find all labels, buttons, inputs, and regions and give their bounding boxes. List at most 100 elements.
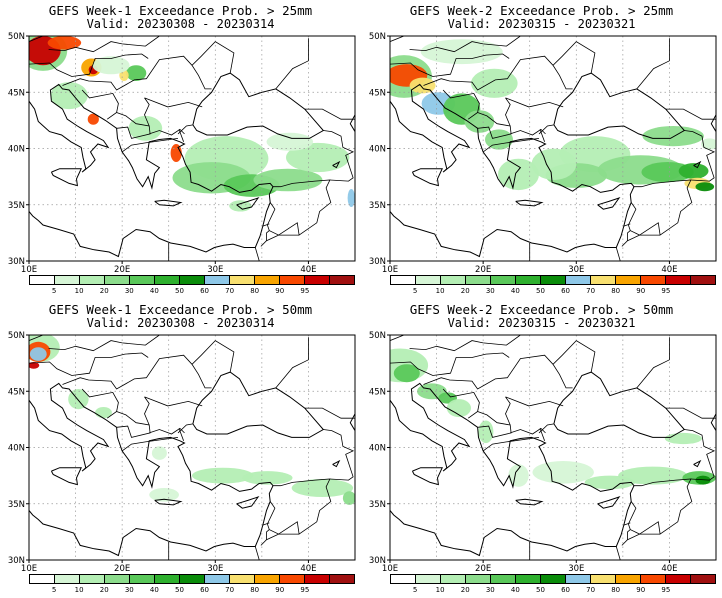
coastline [349, 114, 355, 132]
country-border [615, 247, 621, 261]
probability-area [151, 446, 167, 460]
country-border [442, 388, 480, 419]
country-border [177, 423, 193, 434]
map-panel-1: GEFS Week-1 Exceedance Prob. > 25mm Vali… [0, 0, 361, 299]
country-border [636, 337, 670, 389]
country-border [684, 130, 716, 182]
colorbar-tick-label: 10 [435, 586, 445, 594]
colorbar-tick-label: 60 [561, 586, 570, 594]
country-border [116, 411, 151, 438]
coastline [515, 199, 544, 207]
colorbar-tick-label: 95 [300, 287, 310, 295]
country-border [665, 407, 716, 419]
colorbar [390, 275, 716, 285]
coastline [597, 197, 621, 210]
country-border [323, 130, 355, 182]
probability-area [242, 471, 293, 485]
colorbar-tick-label: 50 [535, 586, 545, 594]
colorbar [29, 574, 355, 584]
coastline [154, 199, 183, 207]
colorbar-tick-label: 70 [586, 586, 596, 594]
country-border [254, 546, 260, 560]
y-tick-label: 30N [8, 257, 25, 267]
x-tick-label: 20E [475, 265, 491, 275]
colorbar-swatch [305, 276, 330, 284]
country-border [304, 108, 355, 120]
probability-area [47, 36, 82, 50]
probability-area [29, 347, 47, 361]
colorbar-tick-label: 90 [275, 287, 285, 295]
coastline [50, 168, 82, 187]
country-border [390, 335, 450, 341]
probability-area [532, 461, 594, 484]
country-border [323, 429, 355, 481]
colorbar-swatch [541, 575, 566, 583]
colorbar-ticks: 5 10 20 30 40 50 60 70 80 90 95 [29, 287, 355, 297]
country-border [627, 478, 693, 535]
coastline [622, 260, 623, 261]
y-tick-label: 45N [369, 387, 386, 397]
colorbar-tick-label: 5 [412, 287, 418, 295]
colorbar-swatch [255, 575, 280, 583]
coastline [553, 371, 686, 438]
country-border [29, 352, 149, 376]
y-tick-label: 50N [369, 331, 386, 341]
probability-area [664, 432, 702, 445]
probability-area [695, 182, 715, 192]
probability-area [409, 77, 436, 94]
panel-valid-dates: Valid: 20230308 - 20230314 [86, 17, 275, 31]
colorbar-swatch [30, 276, 55, 284]
country-border [262, 223, 270, 227]
coastline [599, 559, 601, 560]
colorbar-tick-label: 90 [636, 586, 646, 594]
colorbar-tick-label: 10 [435, 287, 445, 295]
colorbar-tick-label: 20 [99, 586, 109, 594]
country-border [442, 89, 480, 120]
coastline [597, 496, 621, 509]
colorbar-tick-label: 95 [661, 287, 671, 295]
colorbar-tick-label: 20 [460, 586, 470, 594]
colorbar-swatch [130, 575, 155, 583]
probability-area [29, 362, 40, 369]
probability-area [192, 467, 254, 484]
colorbar-tick-label: 50 [174, 586, 184, 594]
colorbar-tick-label: 60 [561, 287, 570, 295]
colorbar-swatch [491, 276, 516, 284]
colorbar-swatch [416, 575, 441, 583]
probability-area [291, 479, 354, 497]
country-border [266, 478, 332, 535]
colorbar-swatch [130, 276, 155, 284]
colorbar-swatch [105, 575, 130, 583]
colorbar-tick-label: 40 [510, 287, 520, 295]
coastline [261, 260, 262, 261]
map-panel-3: GEFS Week-1 Exceedance Prob. > 50mm Vali… [0, 299, 361, 598]
country-border [254, 247, 260, 261]
colorbar-swatch [591, 276, 616, 284]
panel-valid-dates: Valid: 20230315 - 20230321 [447, 316, 636, 330]
coastline [411, 467, 443, 486]
colorbar-swatch [230, 276, 255, 284]
probability-area [478, 420, 494, 444]
coastline [154, 498, 183, 506]
y-tick-label: 35N [369, 500, 386, 510]
country-border [423, 55, 573, 91]
colorbar-tick-label: 50 [535, 287, 545, 295]
country-border [423, 354, 573, 390]
panel-title: GEFS Week-1 Exceedance Prob. > 25mm [48, 3, 313, 18]
coastline [553, 72, 686, 139]
coastline [261, 559, 262, 560]
country-border [627, 179, 693, 236]
colorbar-swatch [155, 276, 180, 284]
x-tick-label: 30E [207, 564, 223, 574]
probability-area [342, 491, 355, 505]
country-border [665, 108, 716, 120]
colorbar-swatch [55, 575, 80, 583]
country-border [621, 529, 631, 546]
x-tick-label: 40E [661, 564, 677, 574]
country-border [538, 423, 554, 434]
colorbar-tick-label: 30 [485, 287, 495, 295]
probability-area [420, 39, 503, 65]
coastline [29, 382, 274, 557]
coastline [390, 435, 391, 437]
y-tick-label: 40N [8, 444, 25, 454]
